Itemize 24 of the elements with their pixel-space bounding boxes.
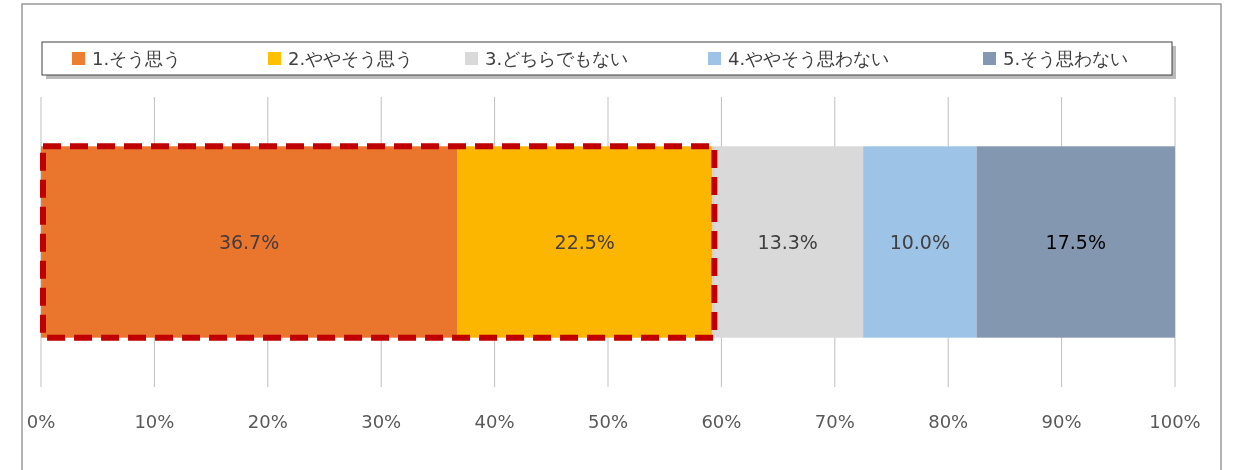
x-tick-label: 90% xyxy=(1041,411,1082,432)
x-tick-label: 50% xyxy=(587,411,629,432)
text: 13.3% xyxy=(757,231,818,253)
x-tick-label: 100% xyxy=(1149,411,1201,432)
x-tick-label: 10% xyxy=(134,411,175,432)
x-tick-label: 30% xyxy=(361,411,402,432)
bar xyxy=(712,146,864,338)
text: 36.7% xyxy=(218,231,280,253)
bar xyxy=(976,146,1175,338)
x-tick-label: 70% xyxy=(814,411,855,432)
x-tick-label: 0% xyxy=(26,411,56,432)
text: 10.0% xyxy=(889,231,951,253)
x-tick-label: 20% xyxy=(247,411,288,432)
x-tick-label: 80% xyxy=(928,411,969,432)
text: 22.5% xyxy=(554,231,615,253)
x-tick-label: 40% xyxy=(474,411,515,432)
bar xyxy=(863,146,977,338)
x-tick-label: 60% xyxy=(701,411,742,432)
legend-label: 3.どちらでもない xyxy=(485,48,629,69)
legend-label: 5.そう思わない xyxy=(1003,48,1129,69)
legend-label: 2.ややそう思う xyxy=(288,48,414,69)
legend-label: 4.ややそう思わない xyxy=(728,48,890,69)
legend-label: 1.そう思う xyxy=(92,48,182,69)
text: 17.5% xyxy=(1045,231,1106,253)
